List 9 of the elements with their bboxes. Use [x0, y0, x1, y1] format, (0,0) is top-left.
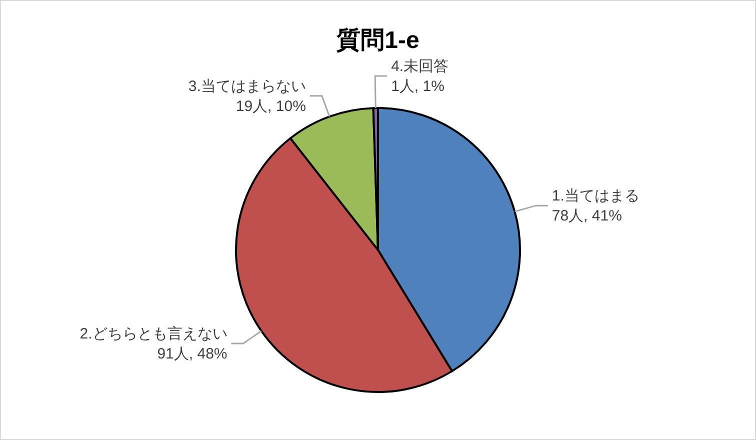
slice-label: 4.未回答	[391, 58, 449, 76]
slice-label: 2.どちらとも言えない	[80, 326, 228, 343]
slice-label: 3.当てはまらない	[188, 78, 306, 95]
data-label: 91人, 48%	[157, 346, 228, 363]
chart-title: 質問1-e	[336, 27, 420, 54]
slice-label: 1.当てはまる	[552, 188, 640, 205]
data-label: 78人, 41%	[552, 208, 622, 225]
data-label: 1人, 1%	[391, 78, 444, 96]
data-label: 19人, 10%	[236, 98, 306, 115]
